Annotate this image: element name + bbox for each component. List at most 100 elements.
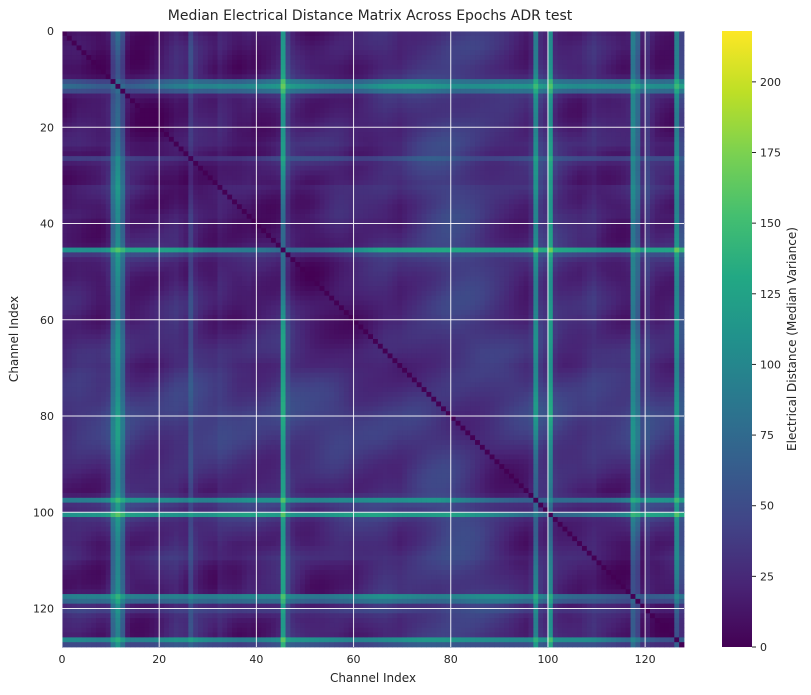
heatmap-cell (402, 108, 408, 114)
heatmap-cell (577, 151, 583, 157)
heatmap-cell (178, 141, 184, 147)
heatmap-cell (159, 199, 165, 205)
heatmap-cell (436, 103, 442, 109)
heatmap-cell (581, 156, 588, 162)
heatmap-cell (475, 185, 481, 191)
heatmap-cell (601, 199, 607, 205)
heatmap-cell (183, 122, 189, 128)
heatmap-cell (504, 50, 510, 56)
heatmap-cell (241, 45, 248, 51)
heatmap-cell (76, 165, 82, 171)
heatmap-cell (397, 175, 403, 181)
heatmap-cell (207, 170, 214, 176)
heatmap-cell (445, 185, 452, 191)
heatmap-cell (445, 35, 452, 42)
heatmap-cell (596, 64, 602, 70)
heatmap-cell (334, 79, 340, 85)
heatmap-cell (134, 170, 141, 176)
heatmap-cell (144, 112, 150, 119)
heatmap-cell (421, 189, 427, 196)
heatmap-cell (465, 209, 471, 215)
heatmap-cell (577, 93, 583, 99)
heatmap-cell (392, 160, 398, 167)
heatmap-cell (674, 59, 680, 66)
heatmap-cell (105, 55, 111, 61)
heatmap-cell (212, 180, 218, 186)
heatmap-cell (168, 112, 175, 119)
heatmap-cell (198, 112, 204, 119)
heatmap-cell (246, 199, 252, 205)
heatmap-cell (300, 213, 306, 220)
heatmap-cell (125, 112, 131, 119)
heatmap-cell (86, 117, 92, 123)
heatmap-cell (324, 108, 330, 114)
heatmap-cell (309, 151, 316, 157)
heatmap-cell (455, 40, 461, 46)
heatmap-row (62, 156, 685, 162)
heatmap-cell (664, 204, 670, 210)
heatmap-cell (407, 209, 413, 215)
heatmap-cell (484, 108, 491, 114)
heatmap-cell (66, 132, 73, 138)
heatmap-cell (159, 55, 165, 61)
heatmap-cell (557, 98, 563, 104)
heatmap-cell (543, 79, 549, 85)
heatmap-cell (625, 35, 631, 42)
heatmap-cell (562, 79, 568, 85)
heatmap-cell (620, 160, 627, 167)
heatmap-cell (246, 55, 252, 61)
heatmap-cell (115, 88, 121, 94)
heatmap-cell (484, 175, 491, 181)
heatmap-cell (66, 136, 73, 143)
heatmap-cell (674, 170, 680, 176)
heatmap-cell (416, 88, 422, 94)
heatmap-cell (115, 83, 121, 90)
heatmap-cell (110, 55, 116, 61)
heatmap-cell (392, 117, 398, 123)
heatmap-cell (266, 194, 272, 200)
heatmap-cell (586, 40, 593, 46)
heatmap-cell (246, 45, 252, 51)
heatmap-cell (489, 146, 495, 152)
heatmap-cell (426, 103, 432, 109)
heatmap-cell (596, 112, 602, 119)
heatmap-cell (601, 69, 607, 75)
heatmap-cell (217, 35, 223, 42)
heatmap-cell (611, 74, 617, 80)
heatmap-cell (577, 141, 583, 147)
heatmap-cell (76, 35, 82, 42)
heatmap-cell (475, 55, 481, 61)
heatmap-cell (445, 79, 452, 85)
heatmap-cell (338, 59, 345, 66)
heatmap-cell (227, 122, 233, 128)
heatmap-cell (479, 35, 486, 42)
heatmap-cell (552, 156, 559, 162)
heatmap-cell (402, 180, 408, 186)
heatmap-cell (460, 74, 466, 80)
heatmap-cell (475, 189, 481, 196)
heatmap-cell (567, 189, 573, 196)
heatmap-cell (421, 127, 427, 133)
heatmap-cell (173, 59, 180, 66)
heatmap-cell (300, 59, 306, 66)
heatmap-cell (596, 83, 602, 90)
heatmap-cell (217, 185, 223, 191)
heatmap-cell (416, 69, 422, 75)
heatmap-cell (586, 74, 593, 80)
heatmap-cell (591, 175, 597, 181)
heatmap-cell (630, 199, 636, 205)
heatmap-cell (71, 117, 77, 123)
heatmap-cell (100, 93, 107, 99)
heatmap-cell (159, 64, 165, 70)
heatmap-cell (504, 55, 510, 61)
heatmap-cell (222, 175, 228, 181)
heatmap-cell (441, 103, 447, 109)
heatmap-cell (105, 204, 111, 210)
heatmap-cell (572, 189, 578, 196)
heatmap-cell (154, 189, 160, 196)
heatmap-cell (402, 117, 408, 123)
heatmap-cell (241, 112, 248, 119)
heatmap-cell (416, 151, 422, 157)
heatmap-cell (266, 31, 272, 37)
heatmap-row (62, 45, 685, 51)
